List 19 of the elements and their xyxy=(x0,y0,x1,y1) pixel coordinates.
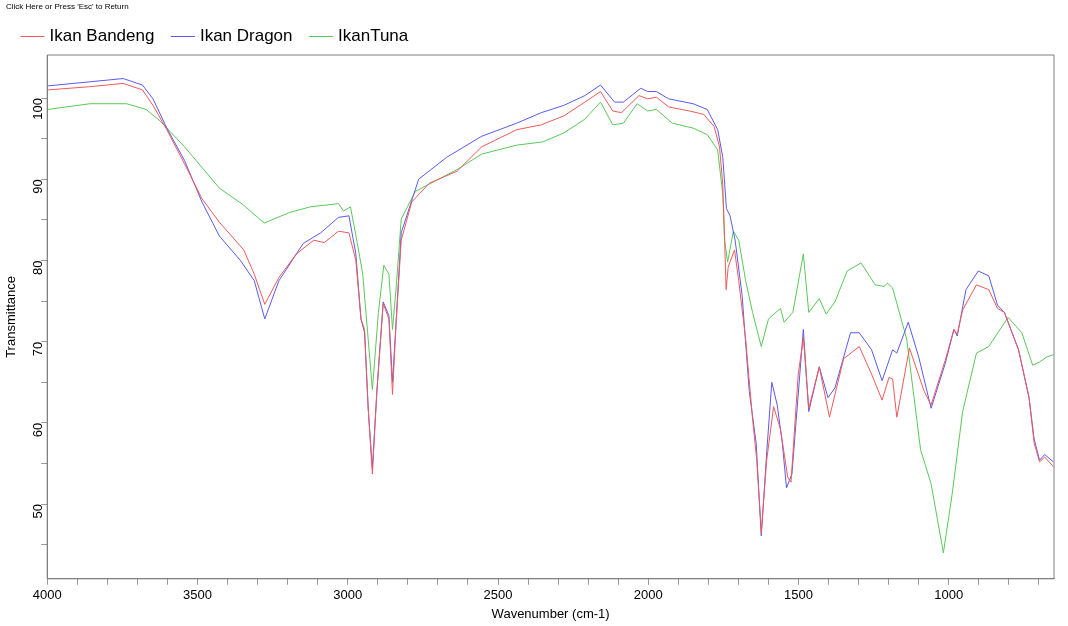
y-tick-label: 90 xyxy=(29,179,45,194)
legend-label: IkanTuna xyxy=(338,26,409,46)
x-tick-label: 2000 xyxy=(633,587,663,603)
x-tick-label: 3500 xyxy=(183,587,212,603)
legend-label: Ikan Dragon xyxy=(199,26,293,46)
x-tick-label: 4000 xyxy=(32,587,62,603)
x-tick-label: 3000 xyxy=(333,587,363,603)
y-tick-label: 80 xyxy=(29,260,45,275)
y-axis-title: Transmittance xyxy=(3,275,19,358)
x-tick-label: 2500 xyxy=(483,587,513,603)
y-tick-label: 100 xyxy=(29,98,45,120)
x-axis-title: Wavenumber (cm-1) xyxy=(491,605,610,621)
x-tick-label: 1500 xyxy=(784,587,813,603)
y-tick-label: 50 xyxy=(29,504,45,519)
y-tick-label: 70 xyxy=(29,341,45,357)
x-tick-label: 1000 xyxy=(934,587,964,603)
y-tick-label: 60 xyxy=(29,422,45,438)
text: Click Here or Press 'Esc' to Return xyxy=(6,2,129,11)
legend-label: Ikan Bandeng xyxy=(49,26,155,46)
